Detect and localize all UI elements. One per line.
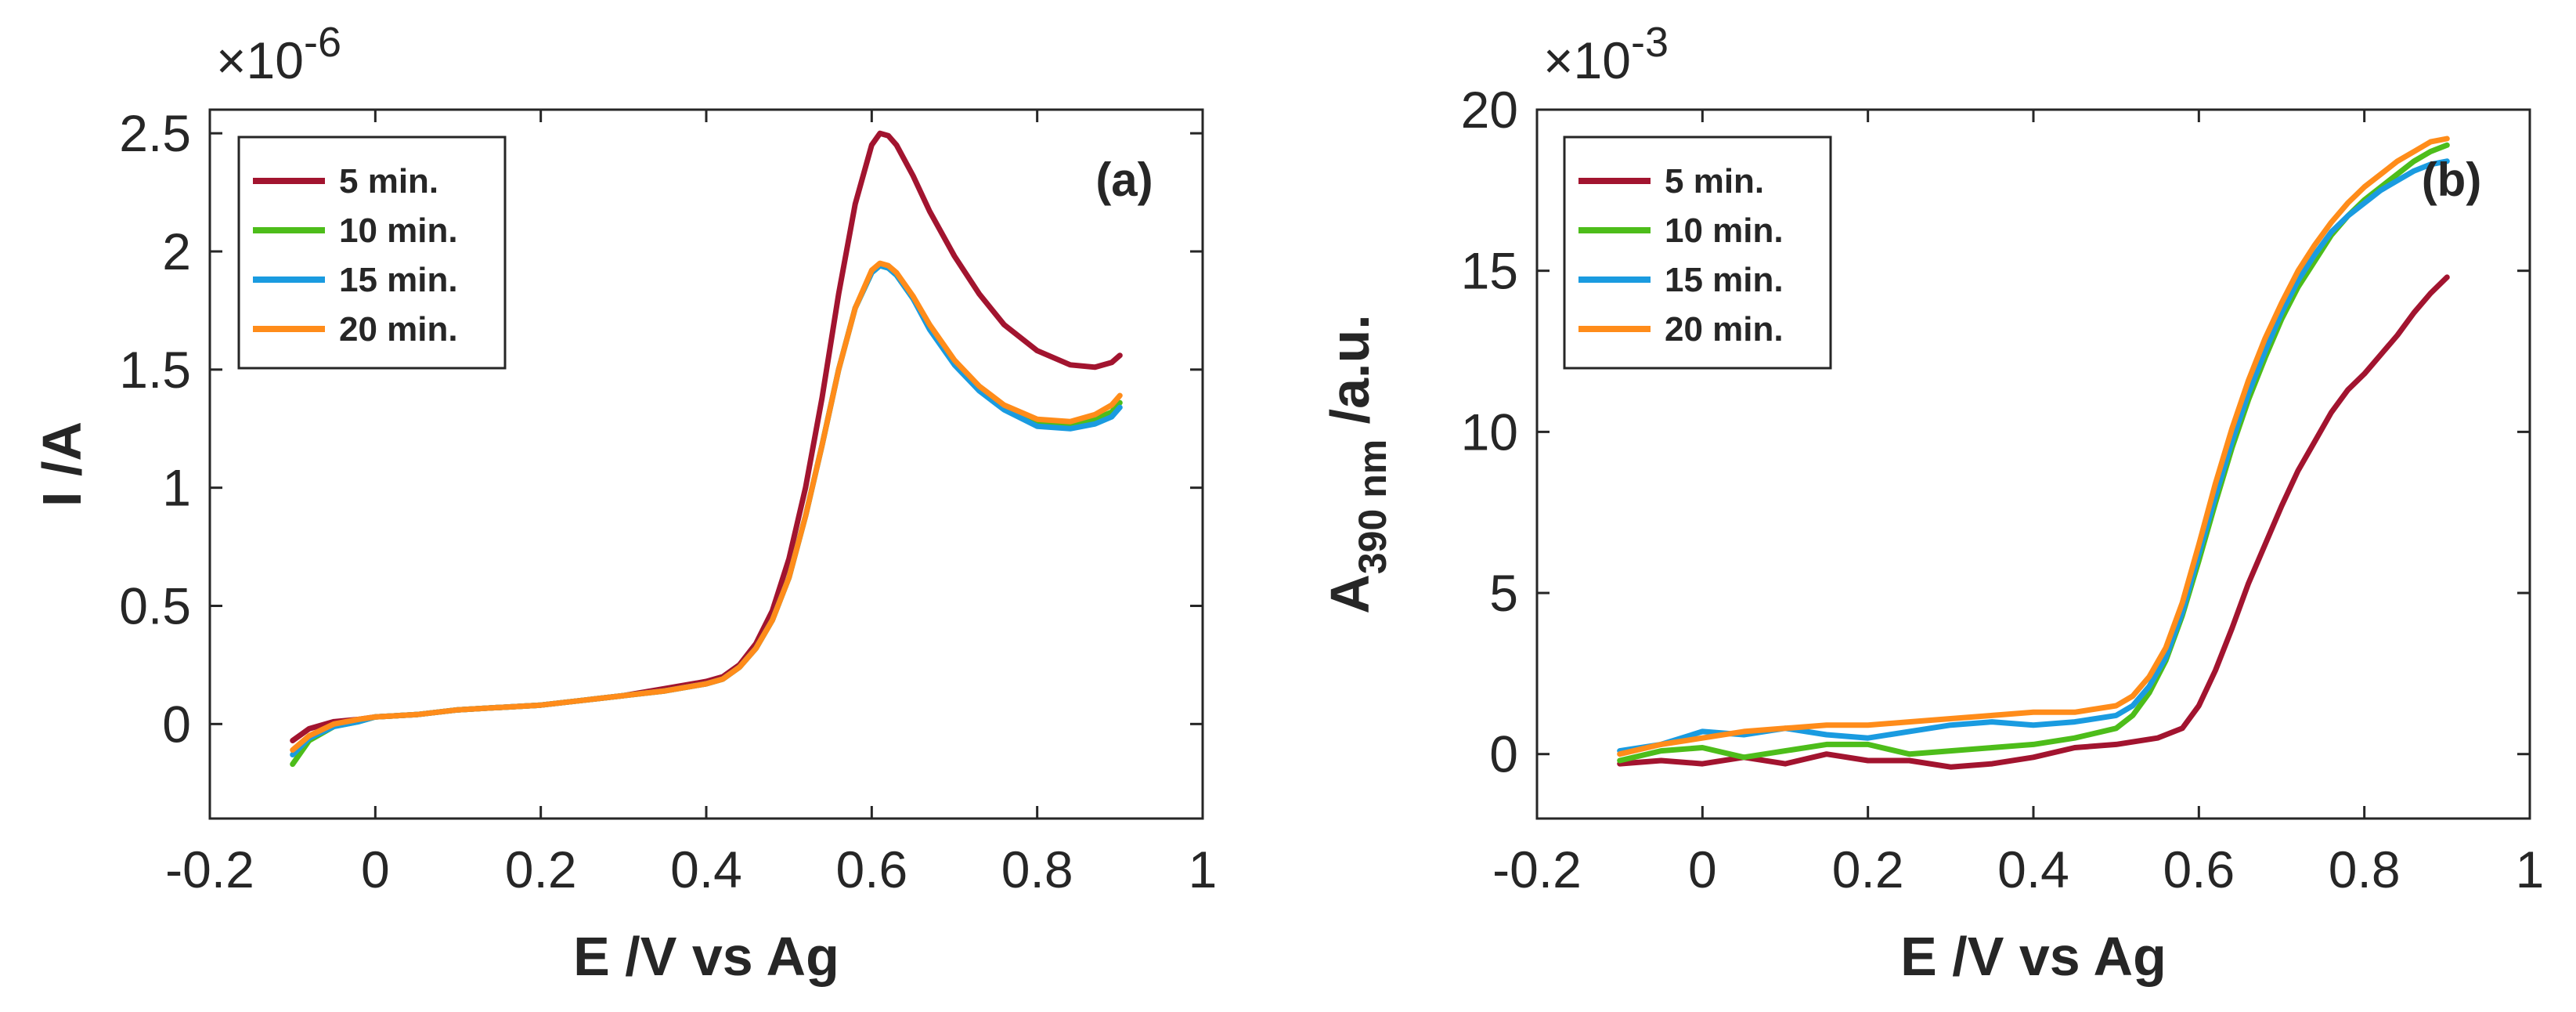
x-axis-label: E /V vs Ag xyxy=(1900,926,2167,987)
y-exponent-power: -3 xyxy=(1631,19,1669,66)
y-tick-label: 2 xyxy=(162,222,191,280)
x-tick-label: 0.4 xyxy=(1997,840,2069,898)
y-tick-label: 5 xyxy=(1489,564,1518,622)
y-tick-label: 0 xyxy=(162,695,191,753)
legend-entry-label: 5 min. xyxy=(339,162,438,201)
x-axis-label: E /V vs Ag xyxy=(573,926,839,987)
legend-entry-label: 15 min. xyxy=(339,261,458,299)
y-axis-label-main: I /A xyxy=(31,421,92,507)
x-tick-label: -0.2 xyxy=(165,840,254,898)
y-tick-label: 0.5 xyxy=(119,577,191,635)
x-tick-label: 0.4 xyxy=(670,840,742,898)
panel-label: (a) xyxy=(1095,154,1153,206)
legend: 5 min. 10 min. 15 min. 20 min. xyxy=(1563,136,1832,370)
x-tick-label: 0.8 xyxy=(2329,840,2401,898)
legend-entry-label: 15 min. xyxy=(1665,261,1784,299)
series-line-15-min xyxy=(1617,158,2450,754)
y-tick-label: 0 xyxy=(1489,725,1518,783)
legend-entry-label: 10 min. xyxy=(339,211,458,250)
y-exponent-base: ×10 xyxy=(1543,31,1631,89)
x-tick-label: 0.2 xyxy=(1832,840,1904,898)
legend: 5 min. 10 min. 15 min. 20 min. xyxy=(237,136,507,370)
y-axis-label: A390 nm /a.u. xyxy=(1319,314,1394,613)
x-tick-label: 0.8 xyxy=(1001,840,1073,898)
y-exponent-label: ×10-6 xyxy=(216,19,341,89)
legend-entry-label: 20 min. xyxy=(1665,310,1784,349)
y-tick-label: 20 xyxy=(1461,81,1518,139)
x-tick-label: 0.2 xyxy=(505,840,577,898)
panel-label: (b) xyxy=(2422,154,2482,206)
x-tick-label: 0.6 xyxy=(2163,840,2235,898)
y-tick-label: 10 xyxy=(1461,403,1518,461)
y-exponent-base: ×10 xyxy=(216,31,304,89)
x-tick-label: 1 xyxy=(2516,840,2545,898)
x-tick-label: -0.2 xyxy=(1492,840,1582,898)
y-tick-label: 2.5 xyxy=(119,104,191,162)
x-tick-label: 0 xyxy=(361,840,390,898)
x-tick-label: 0 xyxy=(1688,840,1717,898)
y-tick-label: 1 xyxy=(162,459,191,517)
y-axis-label-main: A xyxy=(1319,574,1380,614)
y-axis-label: I /A xyxy=(31,421,92,507)
y-tick-label: 1.5 xyxy=(119,341,191,399)
chart-panel-a: -0.2 0 0.2 0.4 0.6 0.8 1 0 0.5 1 1.5 2 2.5 ×10-6 E /V … xyxy=(31,19,1217,987)
y-exponent-label: ×10-3 xyxy=(1543,19,1669,89)
y-axis-label-subscript: 390 nm xyxy=(1351,439,1394,574)
y-axis-label-suffix: /a.u. xyxy=(1319,314,1380,439)
legend-entry-label: 20 min. xyxy=(339,310,458,349)
x-tick-label: 0.6 xyxy=(835,840,907,898)
x-tick-label: 1 xyxy=(1189,840,1218,898)
y-tick-label: 15 xyxy=(1461,242,1518,300)
series-line-5-min xyxy=(1617,274,2450,770)
series-line-20-min xyxy=(1617,136,2450,757)
legend-entry-label: 5 min. xyxy=(1665,162,1764,201)
series-line-20-min xyxy=(290,260,1123,753)
y-exponent-power: -6 xyxy=(304,19,341,66)
legend-entry-label: 10 min. xyxy=(1665,211,1784,250)
